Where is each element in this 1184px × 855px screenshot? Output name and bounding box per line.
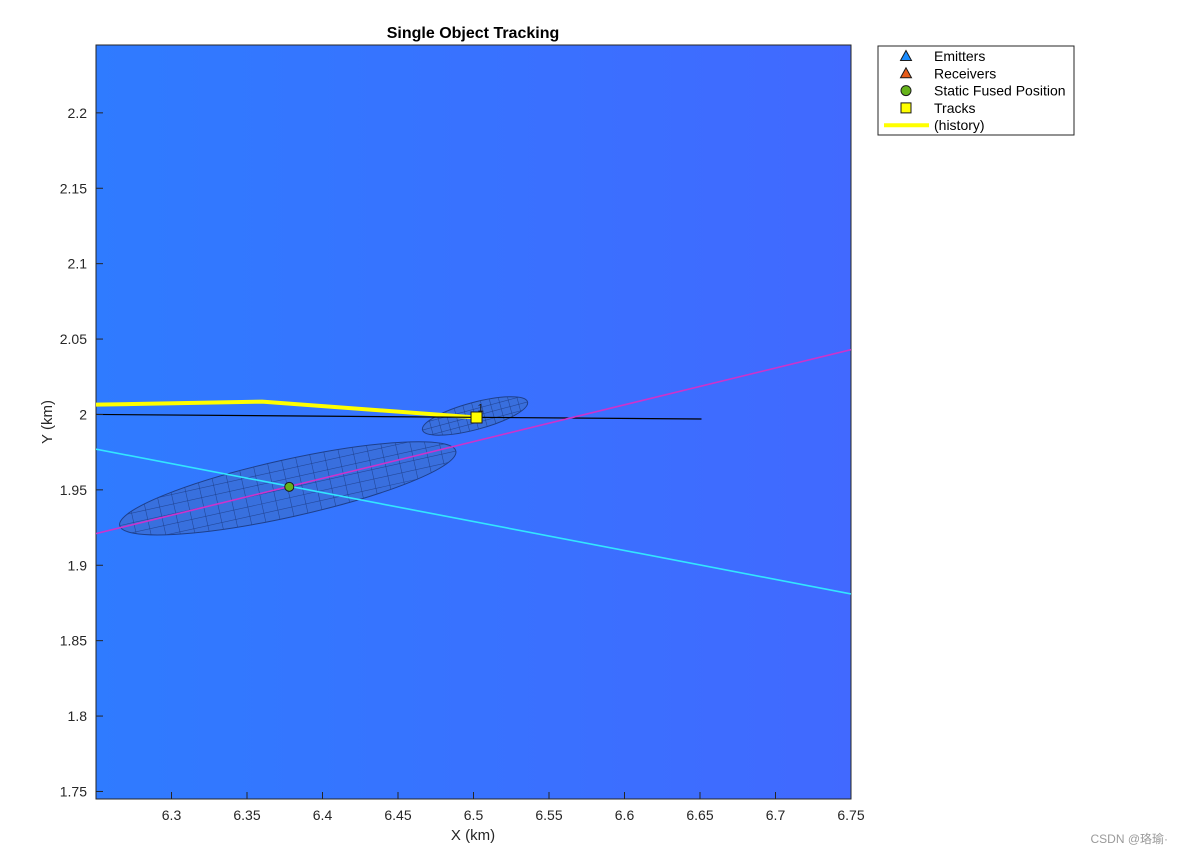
- legend-entry: Receivers: [899, 65, 996, 81]
- watermark: CSDN @珞瑜·: [1090, 831, 1168, 846]
- y-axis-label: Y (km): [39, 400, 56, 444]
- static-fused-position-marker: [284, 481, 295, 492]
- ellipse-outline: [421, 396, 529, 436]
- mesh-line: [420, 395, 526, 424]
- y-tick-label: 2.15: [60, 180, 87, 196]
- x-tick-label: 6.65: [686, 807, 713, 823]
- y-tick-label: 2.2: [68, 105, 88, 121]
- track-id-label: 1: [478, 402, 484, 414]
- legend-circle-icon: [900, 85, 912, 97]
- legend-entry: Tracks: [900, 100, 975, 116]
- mesh-line: [123, 469, 461, 545]
- y-tick-label: 1.85: [60, 633, 87, 649]
- mesh-line: [115, 432, 452, 508]
- plot-content: 1: [96, 348, 851, 595]
- legend-label: (history): [934, 117, 985, 133]
- legend-label: Receivers: [934, 65, 996, 81]
- y-tick-label: 2.05: [60, 331, 87, 347]
- legend-triangle-icon: [899, 49, 913, 61]
- legend-square-icon: [900, 102, 912, 114]
- legend-entry: (history): [884, 117, 985, 133]
- x-tick-label: 6.3: [162, 807, 182, 823]
- y-tick-label: 2: [79, 406, 87, 422]
- y-tick-label: 1.9: [68, 557, 88, 573]
- y-axis: 1.75 1.8 1.85 1.9 1.95 2 2.05 2.1 2.15 2.2: [60, 105, 103, 799]
- x-tick-label: 6.45: [384, 807, 411, 823]
- y-tick-label: 2.1: [68, 256, 88, 272]
- black-line: [96, 413, 702, 420]
- x-tick-label: 6.7: [766, 807, 786, 823]
- x-tick-label: 6.75: [837, 807, 864, 823]
- track-marker: [470, 411, 483, 424]
- legend-label: Static Fused Position: [934, 83, 1066, 99]
- x-axis-label: X (km): [451, 827, 495, 844]
- x-tick-label: 6.55: [535, 807, 562, 823]
- x-axis: 6.3 6.35 6.4 6.45 6.5 6.55 6.6 6.65 6.7 6.75: [162, 792, 865, 823]
- legend-entry: Emitters: [899, 48, 985, 64]
- chart-title: Single Object Tracking: [387, 25, 560, 42]
- x-tick-label: 6.5: [464, 807, 484, 823]
- legend-label: Tracks: [934, 100, 975, 116]
- x-tick-label: 6.4: [313, 807, 333, 823]
- legend-label: Emitters: [934, 48, 985, 64]
- plot-area: 1: [95, 44, 852, 800]
- legend-entry: Static Fused Position: [900, 83, 1066, 99]
- cyan-line: [96, 448, 851, 595]
- magenta-line: [96, 348, 851, 535]
- mesh-line: [121, 460, 458, 536]
- legend-triangle-icon: [899, 66, 913, 79]
- mesh-line: [117, 441, 454, 517]
- x-tick-label: 6.6: [615, 807, 635, 823]
- x-tick-label: 6.35: [233, 807, 260, 823]
- y-tick-label: 1.95: [60, 482, 87, 498]
- track-history: [96, 399, 477, 420]
- y-tick-label: 1.75: [60, 783, 87, 799]
- y-tick-label: 1.8: [68, 708, 88, 724]
- ellipse-outline: [119, 441, 457, 536]
